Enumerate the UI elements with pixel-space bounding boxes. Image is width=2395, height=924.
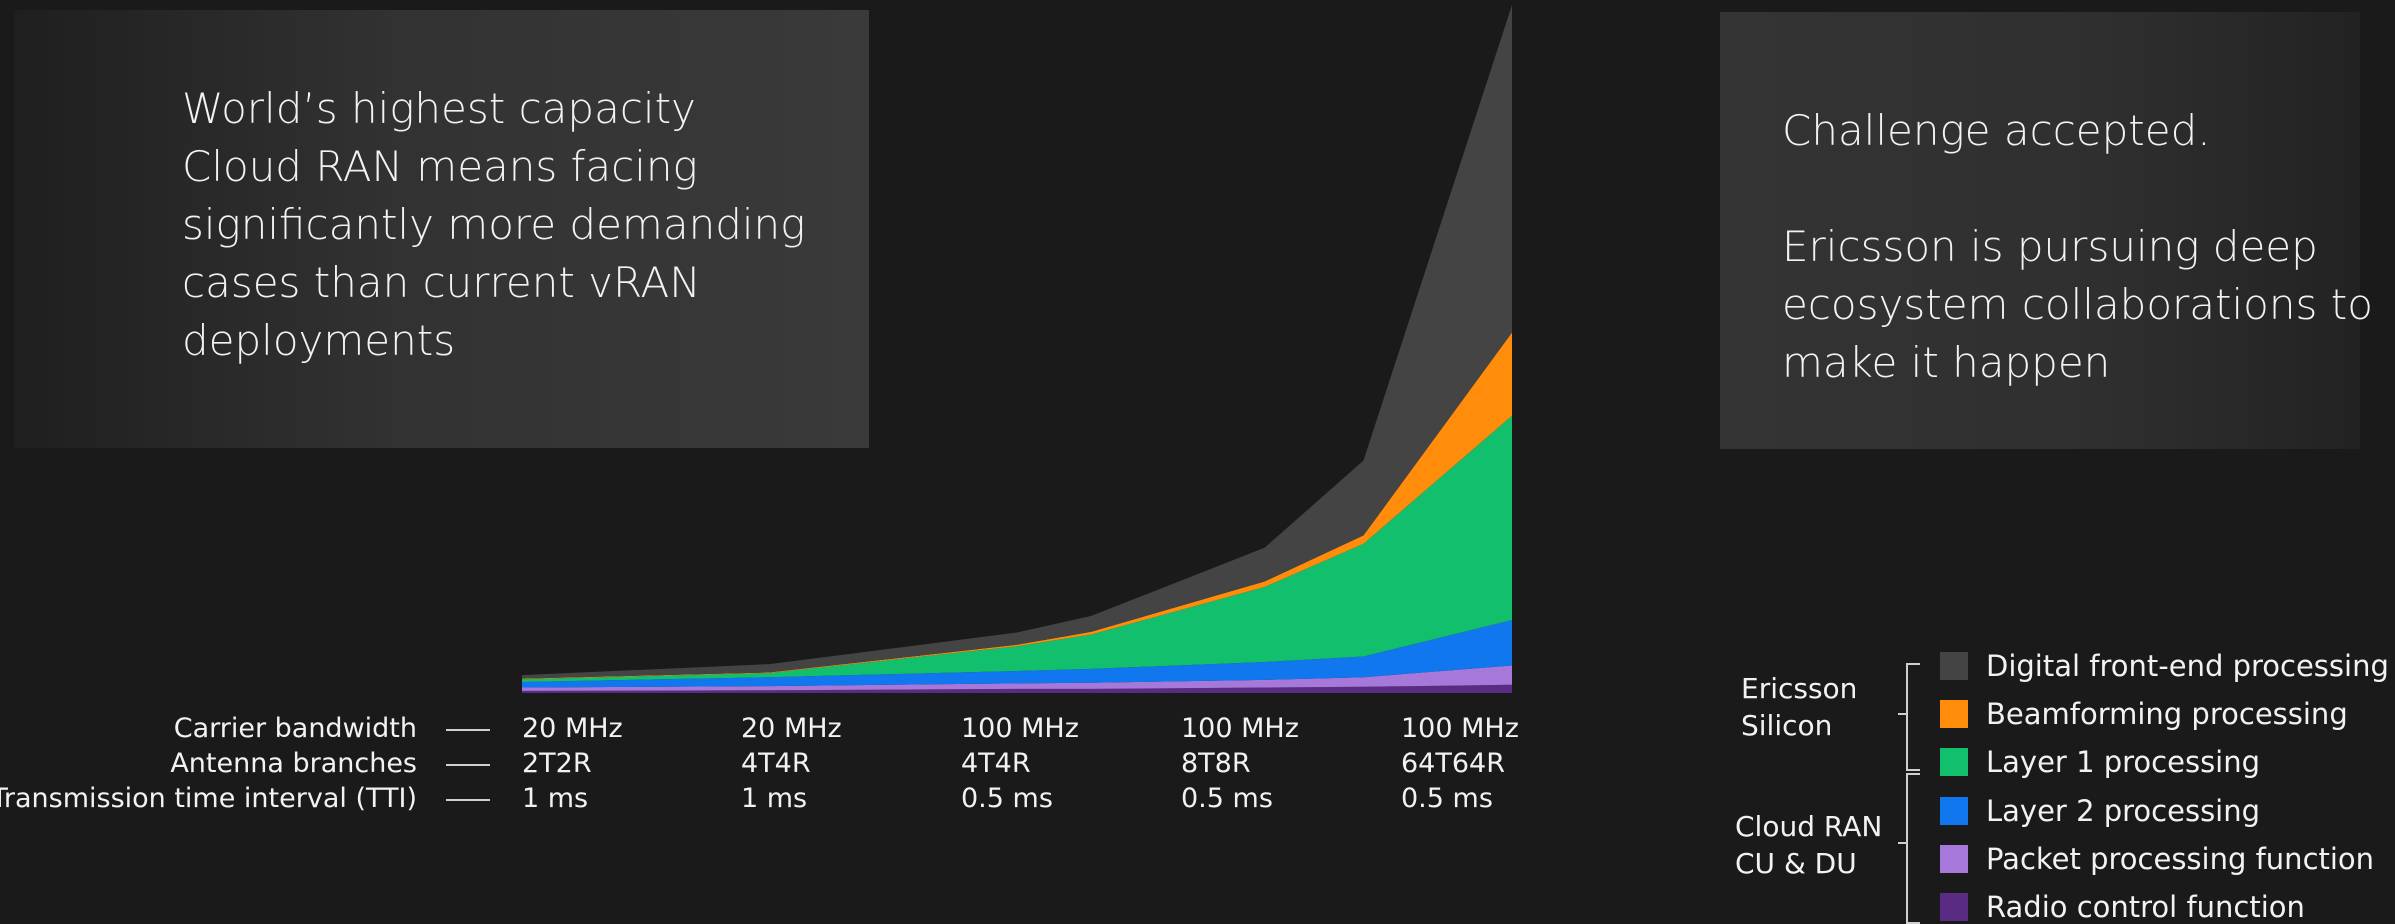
area-layer-1-processing (522, 415, 1512, 682)
legend-item-layer2: Layer 2 processing (1940, 794, 2260, 828)
legend-swatch (1940, 700, 1968, 728)
cell-tti-3: 0.5 ms (961, 783, 1053, 814)
legend-group-cloud-ran: Cloud RAN CU & DU (1735, 810, 1883, 880)
legend-item-dfe: Digital front-end processing (1940, 649, 2389, 683)
cell-bandwidth-4: 100 MHz (1181, 713, 1299, 744)
cell-bandwidth-2: 20 MHz (741, 713, 842, 744)
legend-label: Beamforming processing (1986, 697, 2348, 731)
legend-item-beamforming: Beamforming processing (1940, 697, 2348, 731)
area-packet-processing-function (522, 665, 1512, 691)
legend-label: Layer 2 processing (1986, 794, 2261, 828)
brace-cloud-ran (1906, 773, 1920, 924)
cell-tti-5: 0.5 ms (1401, 783, 1493, 814)
cell-bandwidth-3: 100 MHz (961, 713, 1079, 744)
brace-ericsson-silicon (1906, 663, 1920, 771)
legend-label: Radio control function (1986, 890, 2305, 924)
cell-antenna-4: 8T8R (1181, 748, 1251, 779)
legend-item-layer1: Layer 1 processing (1940, 745, 2260, 779)
cell-tti-4: 0.5 ms (1181, 783, 1273, 814)
row-label-carrier-bandwidth: Carrier bandwidth (173, 713, 417, 744)
right-subheadline: Ericsson is pursuing deep ecosystem coll… (1782, 222, 2373, 387)
row-label-tti: Transmission time interval (TTI) (0, 783, 417, 814)
legend-swatch (1940, 748, 1968, 776)
area-layer-2-processing (522, 620, 1512, 688)
cell-bandwidth-1: 20 MHz (522, 713, 623, 744)
legend-label: Layer 1 processing (1986, 745, 2261, 779)
legend-swatch (1940, 652, 1968, 680)
area-radio-control-function (522, 684, 1512, 693)
legend-item-radio-control: Radio control function (1940, 890, 2305, 924)
left-text-panel (14, 10, 869, 448)
row-label-antenna-branches: Antenna branches (170, 748, 417, 779)
row-dash (446, 729, 490, 731)
right-headline: Challenge accepted. (1782, 106, 2211, 155)
cell-tti-1: 1 ms (522, 783, 589, 814)
brace-tick (1898, 842, 1906, 844)
right-text-panel (1720, 12, 2360, 449)
brace-tick (1898, 713, 1906, 715)
legend-label: Packet processing function (1986, 842, 2375, 876)
left-headline: World’s highest capacity Cloud RAN means… (182, 84, 806, 365)
legend-label: Digital front-end processing (1986, 649, 2389, 683)
legend-group-ericsson-silicon: Ericsson Silicon (1741, 672, 1858, 742)
row-dash (446, 764, 490, 766)
cell-antenna-1: 2T2R (522, 748, 592, 779)
cell-bandwidth-5: 100 MHz (1401, 713, 1519, 744)
cell-antenna-2: 4T4R (741, 748, 811, 779)
legend-swatch (1940, 893, 1968, 921)
cell-antenna-5: 64T64R (1401, 748, 1505, 779)
cell-tti-2: 1 ms (741, 783, 808, 814)
row-dash (446, 799, 490, 801)
legend-swatch (1940, 845, 1968, 873)
legend-item-packet: Packet processing function (1940, 842, 2374, 876)
cell-antenna-3: 4T4R (961, 748, 1031, 779)
legend-swatch (1940, 797, 1968, 825)
